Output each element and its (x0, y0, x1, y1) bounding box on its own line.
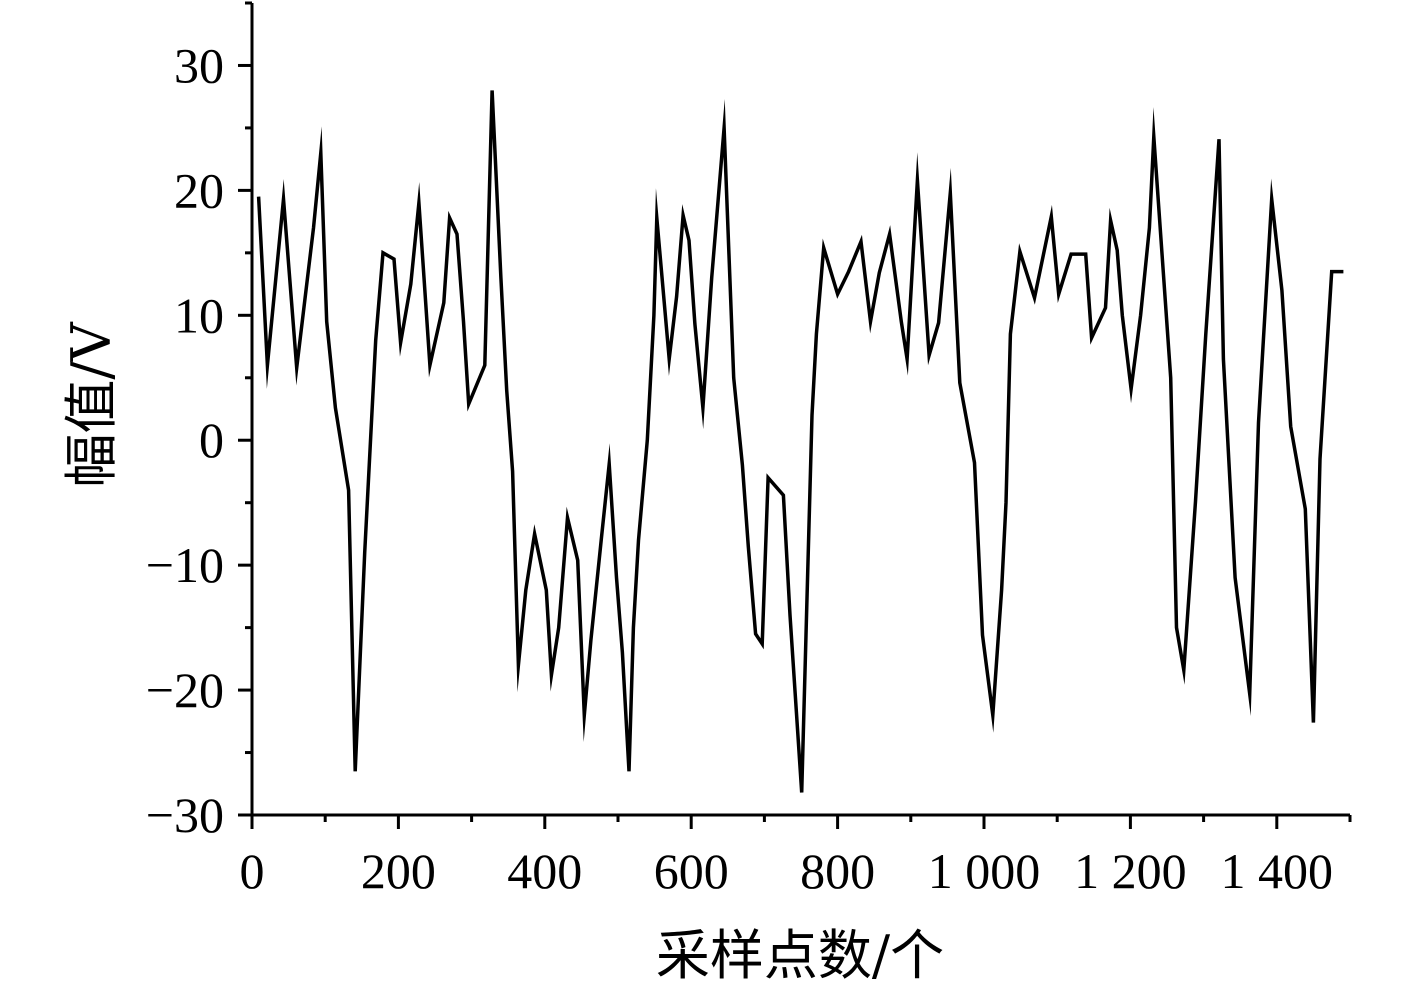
tick-labels: −30 −20 −10 0 10 20 30 0 200 400 600 800 1 000 1 200 1… (146, 37, 1333, 899)
axes (250, 3, 1350, 817)
y-tick-label: 20 (174, 162, 224, 218)
series-group (256, 90, 1344, 793)
y-tick-label: −10 (146, 537, 224, 593)
x-tick-label: 800 (800, 843, 875, 899)
y-tick-label: 10 (174, 287, 224, 343)
ticks (238, 1, 1352, 829)
x-axis-title: 采样点数/个 (656, 924, 944, 987)
y-axis-title: 幅值/V (60, 321, 123, 487)
x-tick-label: 600 (654, 843, 729, 899)
y-tick-label: −20 (146, 662, 224, 718)
x-tick-label: 1 000 (928, 843, 1041, 899)
x-tick-label: 1 400 (1221, 843, 1334, 899)
x-tick-label: 400 (507, 843, 582, 899)
series-line (256, 90, 1344, 793)
y-tick-label: −30 (146, 787, 224, 843)
x-tick-label: 200 (361, 843, 436, 899)
y-tick-label: 30 (174, 37, 224, 93)
x-tick-label: 1 200 (1074, 843, 1187, 899)
x-tick-label: 0 (240, 843, 265, 899)
y-tick-label: 0 (199, 412, 224, 468)
